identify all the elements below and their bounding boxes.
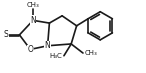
Text: H₃C: H₃C bbox=[50, 53, 62, 59]
Text: N: N bbox=[45, 41, 51, 50]
Text: N: N bbox=[30, 16, 36, 25]
Text: CH₃: CH₃ bbox=[27, 2, 39, 8]
Text: O: O bbox=[27, 45, 33, 54]
Text: CH₃: CH₃ bbox=[84, 50, 97, 56]
Text: S: S bbox=[4, 30, 8, 39]
